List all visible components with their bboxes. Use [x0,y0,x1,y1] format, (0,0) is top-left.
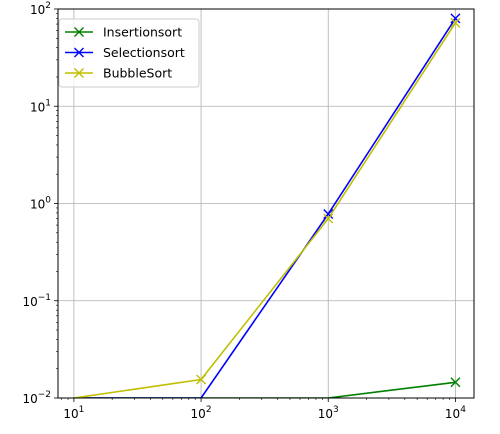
legend-label: Selectionsort [103,45,185,60]
x-tick-label: 104 [445,405,466,421]
x-tick-label: 103 [318,405,339,421]
y-tick-label: 101 [30,98,51,114]
legend-label: BubbleSort [103,66,172,81]
y-tick-label: 10−1 [22,293,51,309]
x-tick-label: 101 [63,405,84,421]
y-tick-label: 100 [30,196,51,212]
y-tick-label: 102 [30,1,51,17]
x-tick-label: 102 [191,405,212,421]
legend-label: Insertionsort [103,25,182,40]
y-tick-label: 10−2 [22,390,51,406]
legend: Insertionsort Selectionsort BubbleSort [59,19,199,87]
